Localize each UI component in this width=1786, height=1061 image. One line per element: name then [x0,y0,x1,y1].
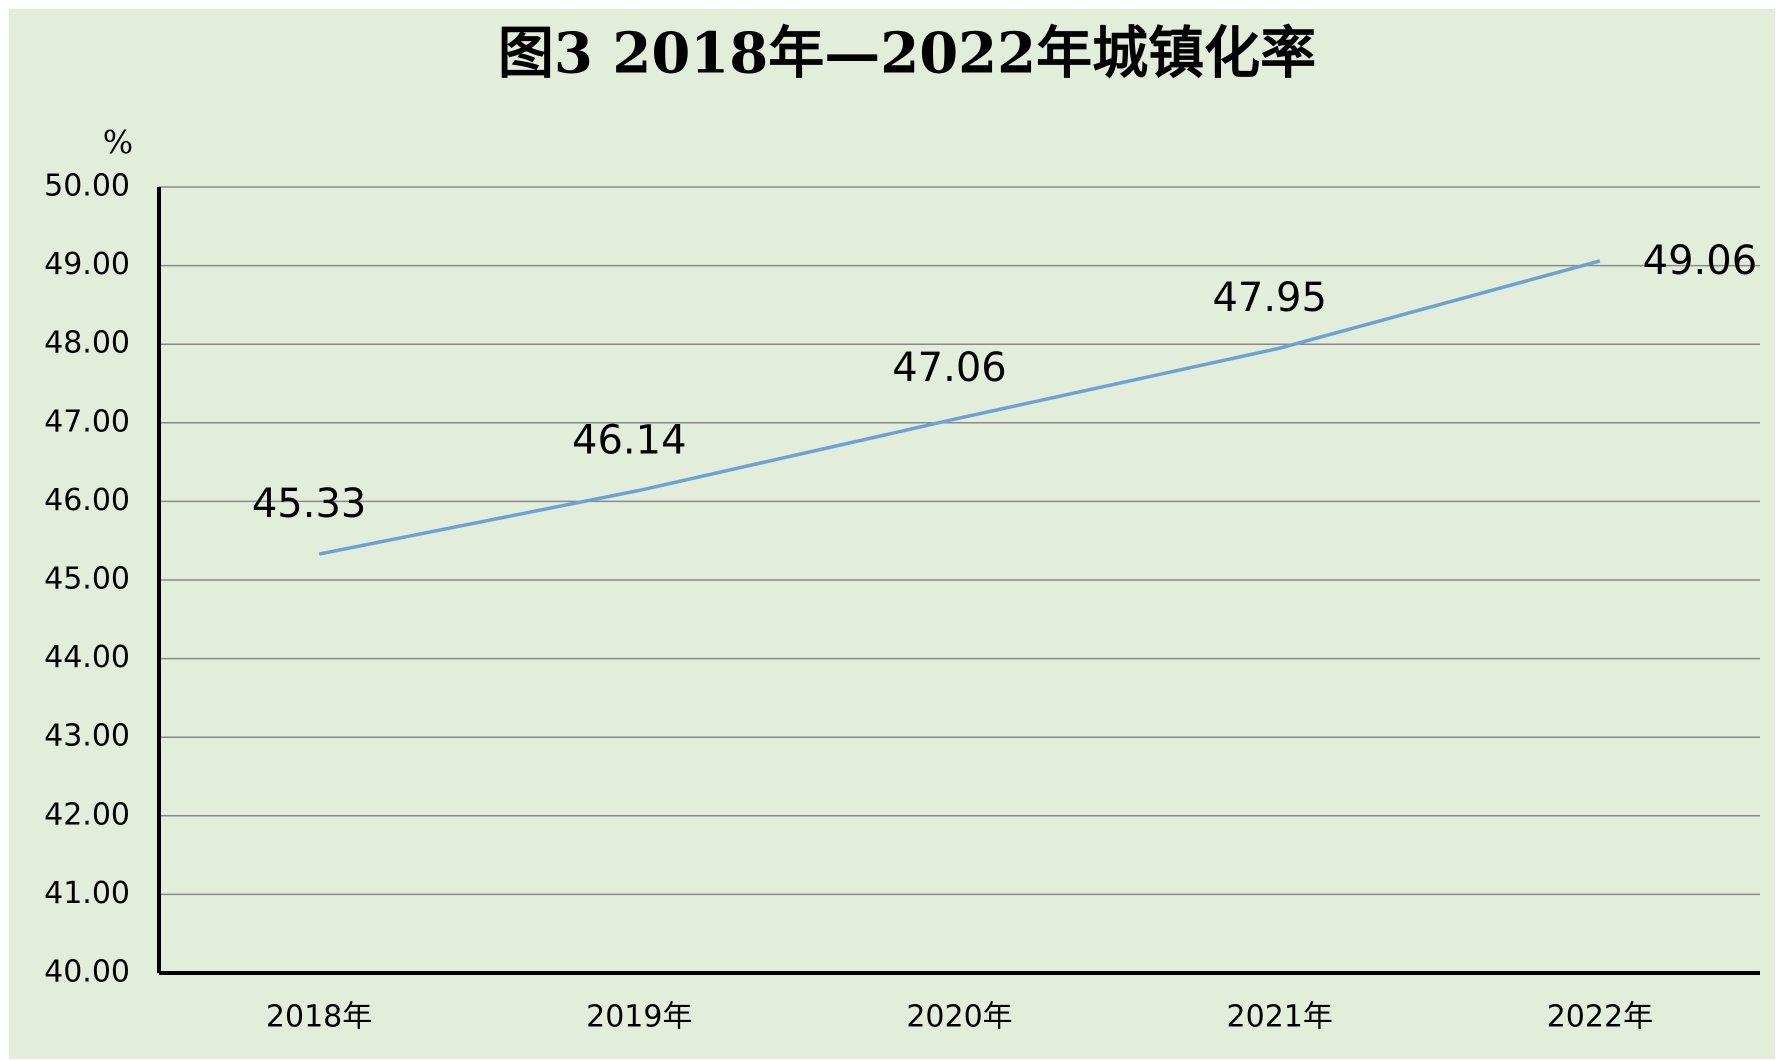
x-tick-label: 2022年 [1547,1000,1653,1035]
y-tick-label: 47.00 [44,404,130,439]
chart-title: 图3 2018年—2022年城镇化率 [498,21,1316,87]
data-line [318,259,1601,556]
background [9,9,1775,1059]
y-tick-label: 48.00 [44,326,130,361]
y-tick-label: 44.00 [44,640,130,675]
y-tick-label: 42.00 [44,797,130,832]
y-unit: % [103,124,133,162]
y-tick-label: 45.00 [44,562,130,597]
data-label: 49.06 [1643,238,1758,284]
data-label: 45.33 [252,481,367,527]
x-tick-label: 2021年 [1227,1000,1333,1035]
x-tick-label: 2020年 [906,1000,1012,1035]
x-tick-label: 2019年 [586,1000,692,1035]
data-label: 46.14 [572,417,687,463]
y-tick-label: 46.00 [44,483,130,518]
data-label: 47.95 [1212,275,1327,321]
y-tick-label: 43.00 [44,719,130,754]
y-tick-label: 50.00 [44,169,130,204]
y-tick-label: 49.00 [44,247,130,282]
data-label: 47.06 [892,345,1007,391]
y-tick-label: 41.00 [44,876,130,911]
y-tick-label: 40.00 [44,955,130,990]
x-tick-label: 2018年 [266,1000,372,1035]
